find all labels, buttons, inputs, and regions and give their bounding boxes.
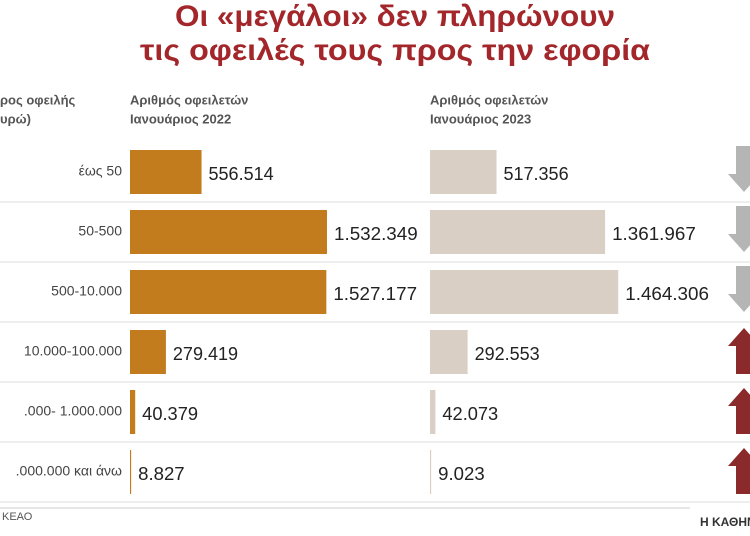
bar [430,450,432,494]
publisher: Η ΚΑΘΗΜ [700,515,750,529]
category-header: υρώ) [0,111,31,126]
bar [130,150,202,194]
bar [430,270,619,314]
legend-label: Ιανουάριος 2023 [430,111,531,126]
bar [130,210,327,254]
value-label: 517.356 [504,164,569,184]
value-label: 1.527.177 [333,284,417,304]
trend-up-arrow [728,448,750,494]
category-label: 500-10.000 [51,283,122,299]
trend-down-arrow [728,146,750,192]
legend-label: Αριθμός οφειλετών [430,92,548,107]
category-label: 10.000-100.000 [24,343,122,359]
chart-title: Οι «μεγάλοι» δεν πληρώνουν [175,0,615,33]
value-label: 8.827 [138,464,185,484]
value-label: 292.553 [475,344,540,364]
bar [430,150,497,194]
category-label: έως 50 [79,163,123,179]
source: ΚΕΑΟ [2,511,33,523]
value-label: 279.419 [173,344,238,364]
category-label: .000- 1.000.000 [24,403,122,419]
bar [130,450,132,494]
value-label: 1.361.967 [612,224,696,244]
value-label: 40.379 [142,404,198,424]
legend-label: Ιανουάριος 2022 [130,111,231,126]
bar [130,270,327,314]
value-label: 42.073 [442,404,498,424]
category-label: .000.000 και άνω [16,463,122,479]
category-header: ρος οφειλής [0,92,76,107]
trend-down-arrow [728,266,750,312]
value-label: 9.023 [438,464,485,484]
trend-up-arrow [728,328,750,374]
value-label: 1.532.349 [334,224,418,244]
chart-title: τις οφειλές τους προς την εφορία [140,34,651,67]
category-label: 50-500 [78,223,122,239]
bar [430,330,468,374]
trend-up-arrow [728,388,750,434]
legend-label: Αριθμός οφειλετών [130,92,248,107]
trend-down-arrow [728,206,750,252]
value-label: 556.514 [209,164,274,184]
bar [130,390,136,434]
bar [430,210,606,254]
bar [430,390,436,434]
value-label: 1.464.306 [625,284,709,304]
bar [130,330,166,374]
